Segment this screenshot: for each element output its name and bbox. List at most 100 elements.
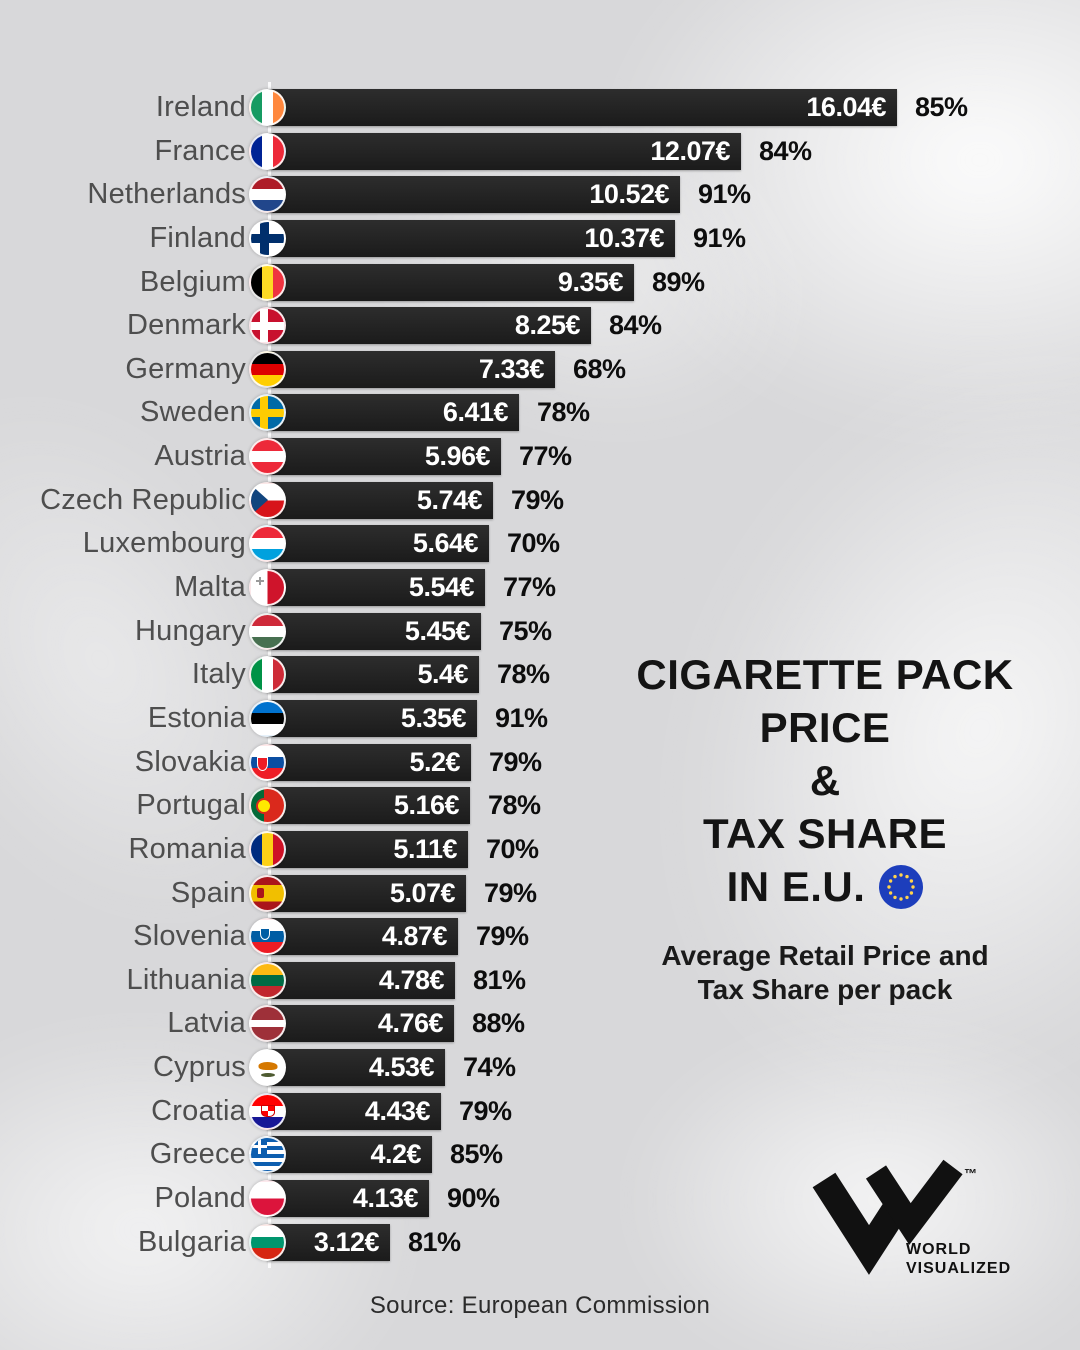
price-value: 4.78€: [378, 964, 445, 995]
country-label: Austria: [154, 440, 246, 473]
chart-row: Lithuania 4.78€ 81%: [0, 961, 1080, 999]
tax-share-value: 74%: [463, 1052, 516, 1083]
title-line-4: IN E.U.: [615, 860, 1035, 913]
price-bar: 4.2€: [267, 1136, 432, 1174]
price-bar: 5.96€: [267, 438, 501, 476]
price-bar: 5.2€: [267, 743, 471, 781]
price-bar: 5.11€: [267, 830, 468, 868]
tax-share-value: 70%: [486, 833, 539, 864]
country-flag-icon: [249, 830, 286, 868]
chart-row: Austria 5.96€ 77%: [0, 438, 1080, 476]
country-flag-icon: [249, 132, 286, 170]
price-bar: 16.04€: [267, 89, 897, 126]
country-flag-icon: [249, 263, 286, 301]
chart-row: Portugal 5.16€ 78%: [0, 787, 1080, 825]
country-label: Cyprus: [152, 1051, 246, 1084]
tax-share-value: 70%: [507, 528, 560, 559]
country-label: Germany: [125, 352, 246, 385]
country-label: Ireland: [155, 91, 246, 123]
price-value: 6.41€: [442, 397, 509, 428]
price-value: 4.43€: [364, 1095, 431, 1126]
country-flag-icon: [249, 1180, 286, 1218]
country-label: Malta: [174, 571, 246, 604]
tax-share-value: 78%: [488, 790, 541, 821]
tax-share-value: 84%: [609, 310, 662, 341]
price-value: 5.07€: [389, 877, 456, 908]
country-flag-icon: [249, 176, 286, 214]
country-flag-icon: [249, 1049, 286, 1087]
tax-share-value: 91%: [495, 702, 548, 733]
chart-row: Netherlands 10.52€ 91%: [0, 176, 1080, 214]
country-label: France: [154, 134, 246, 167]
tax-share-value: 78%: [537, 397, 590, 428]
price-bar: 5.07€: [267, 874, 466, 912]
price-value: 5.74€: [416, 484, 483, 515]
country-flag-icon: [249, 89, 286, 126]
chart-row: Spain 5.07€ 79%: [0, 874, 1080, 912]
price-value: 4.76€: [377, 1008, 444, 1039]
tax-share-value: 77%: [503, 572, 556, 603]
tax-share-value: 75%: [499, 615, 552, 646]
price-bar: 7.33€: [267, 350, 555, 388]
price-bar: 9.35€: [267, 263, 634, 301]
chart-row: Greece 4.2€ 85%: [0, 1136, 1080, 1174]
country-label: Czech Republic: [40, 483, 246, 516]
country-flag-icon: [249, 874, 286, 912]
title-block: CIGARETTE PACK PRICE & TAX SHARE IN E.U.…: [615, 648, 1035, 1007]
logo-tm: ™: [964, 1166, 977, 1181]
price-value: 5.96€: [424, 441, 491, 472]
price-value: 5.35€: [400, 702, 467, 733]
chart-row: Luxembourg 5.64€ 70%: [0, 525, 1080, 563]
subtitle-line-2: Tax Share per pack: [697, 974, 953, 1005]
price-value: 8.25€: [514, 310, 581, 341]
chart-row: Slovenia 4.87€ 79%: [0, 918, 1080, 956]
chart-row: Hungary 5.45€ 75%: [0, 612, 1080, 650]
title-line-1: CIGARETTE PACK: [636, 651, 1014, 698]
country-flag-icon: [249, 961, 286, 999]
country-label: Sweden: [140, 396, 246, 429]
price-value: 5.45€: [404, 615, 471, 646]
tax-share-value: 78%: [497, 659, 550, 690]
price-bar: 5.16€: [267, 787, 470, 825]
price-value: 5.64€: [412, 528, 479, 559]
price-value: 5.16€: [393, 790, 460, 821]
tax-share-value: 79%: [476, 921, 529, 952]
price-bar: 5.54€: [267, 569, 485, 607]
country-label: Denmark: [126, 309, 246, 342]
price-bar: 5.35€: [267, 699, 477, 737]
price-bar: 4.53€: [267, 1049, 445, 1087]
chart-row: Cyprus 4.53€ 74%: [0, 1049, 1080, 1087]
price-value: 4.53€: [368, 1052, 435, 1083]
tax-share-value: 79%: [489, 746, 542, 777]
country-flag-icon: [249, 787, 286, 825]
price-bar: 10.37€: [267, 219, 675, 257]
price-value: 4.87€: [381, 921, 448, 952]
country-label: Netherlands: [87, 178, 246, 211]
chart-row: Germany 7.33€ 68%: [0, 350, 1080, 388]
price-bar: 5.45€: [267, 612, 481, 650]
chart-subtitle: Average Retail Price and Tax Share per p…: [615, 939, 1035, 1007]
tax-share-value: 81%: [473, 964, 526, 995]
logo-text-world: WORLD: [906, 1241, 971, 1258]
country-label: Belgium: [139, 265, 246, 298]
country-label: Finland: [149, 221, 246, 254]
country-flag-icon: [249, 1223, 286, 1261]
tax-share-value: 91%: [698, 179, 751, 210]
price-value: 4.13€: [352, 1183, 419, 1214]
chart-row: Latvia 4.76€ 88%: [0, 1005, 1080, 1043]
title-line-4-text: IN E.U.: [726, 863, 866, 910]
country-label: Slovakia: [134, 745, 246, 778]
tax-share-value: 68%: [573, 353, 626, 384]
world-visualized-logo: ™ WORLD VISUALIZED: [812, 1159, 1011, 1277]
country-flag-icon: [249, 1092, 286, 1130]
chart-row: Estonia 5.35€ 91%: [0, 699, 1080, 737]
tax-share-value: 79%: [511, 484, 564, 515]
country-flag-icon: [249, 307, 286, 345]
country-flag-icon: [249, 219, 286, 257]
chart-row: Croatia 4.43€ 79%: [0, 1092, 1080, 1130]
logo-text-visualized: VISUALIZED: [906, 1260, 1011, 1277]
price-bar: 5.4€: [267, 656, 479, 694]
country-label: Croatia: [151, 1094, 246, 1127]
price-value: 9.35€: [557, 266, 624, 297]
